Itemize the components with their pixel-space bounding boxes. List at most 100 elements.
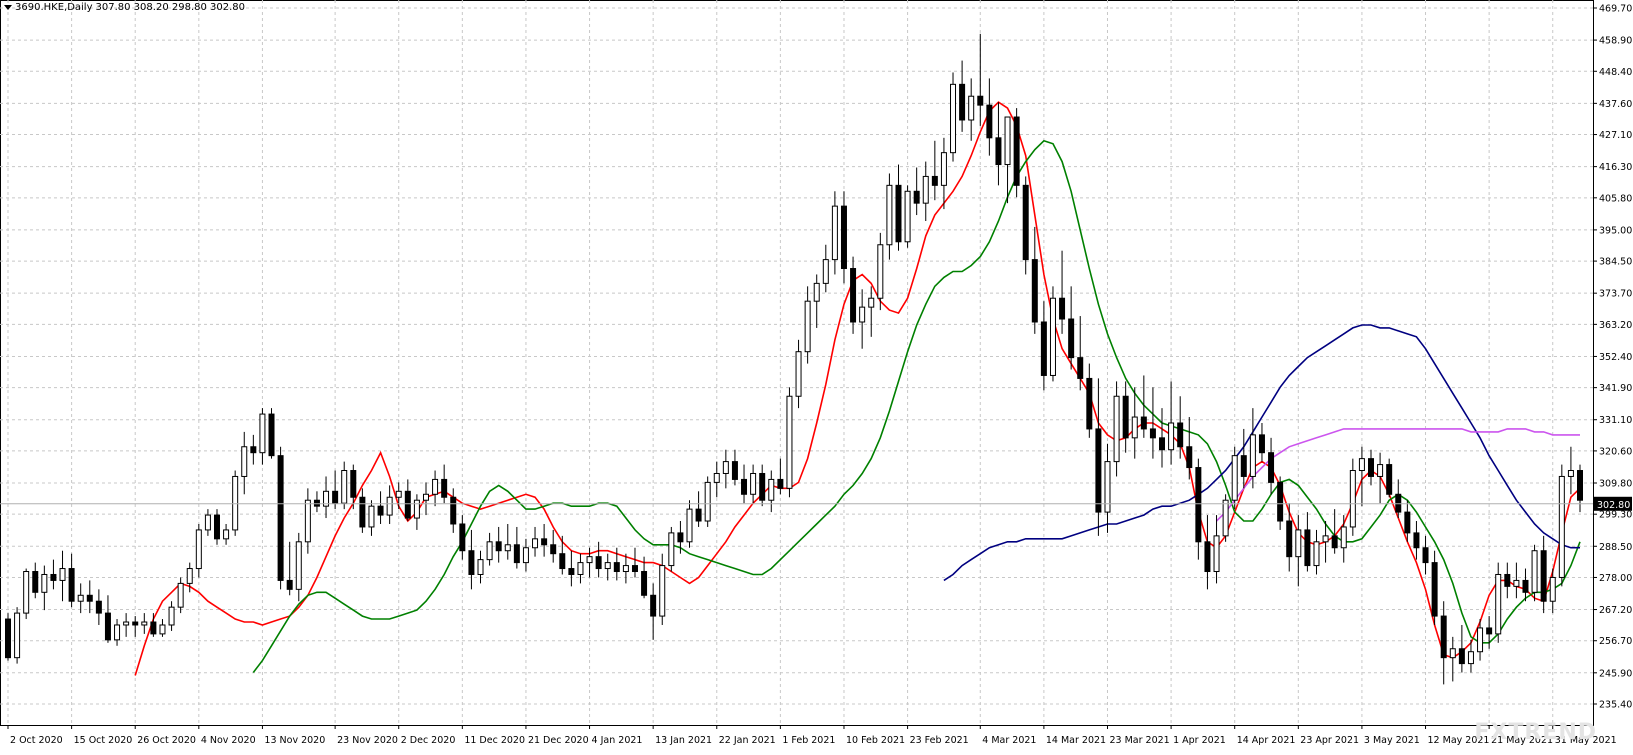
- candle-body: [613, 562, 620, 573]
- candle-body: [168, 606, 175, 626]
- ma-line-0: [134, 101, 1581, 676]
- candle-body: [295, 541, 302, 590]
- candle-body: [895, 184, 902, 243]
- candle-body: [659, 565, 666, 617]
- price-tick-label: 267.20: [1599, 605, 1632, 616]
- candle-body: [1358, 458, 1365, 472]
- time-axis: 2 Oct 2020 15 Oct 2020 26 Oct 2020 4 Nov 20…: [7, 725, 1617, 746]
- price-tick-label: 309.80: [1599, 478, 1632, 489]
- candle-body: [377, 505, 384, 516]
- candle-body: [795, 351, 802, 397]
- candle-body: [922, 175, 929, 204]
- candle-body: [386, 496, 393, 516]
- candle-body: [1404, 511, 1411, 534]
- time-tick-label: 3 May 2021: [1364, 735, 1420, 746]
- candle-body: [1513, 579, 1520, 587]
- candle-body: [768, 478, 775, 501]
- candle-body: [550, 544, 557, 555]
- price-tick-label: 469.70: [1599, 4, 1632, 15]
- candle-body: [59, 568, 66, 581]
- time-tick-label: 2 Oct 2020: [10, 735, 63, 746]
- candle-body: [441, 478, 448, 498]
- candle-body: [950, 83, 957, 154]
- time-tick-label: 4 Nov 2020: [201, 735, 256, 746]
- candle-body: [1349, 470, 1356, 528]
- candle-body: [1022, 184, 1029, 261]
- candle-body: [1377, 464, 1384, 477]
- candle-body: [504, 544, 511, 552]
- candle-body: [286, 579, 293, 590]
- candle-body: [1040, 321, 1047, 376]
- price-tick-label: 352.40: [1599, 352, 1632, 363]
- price-tick-label: 299.30: [1599, 510, 1632, 521]
- time-tick-label: 4 Jan 2021: [592, 735, 643, 746]
- candle-body: [1277, 481, 1284, 522]
- candle-body: [568, 568, 575, 575]
- candle-body: [432, 478, 439, 495]
- candle-body: [350, 470, 357, 498]
- candle-body: [41, 573, 48, 593]
- candle-body: [940, 152, 947, 186]
- dropdown-triangle-icon[interactable]: [4, 5, 12, 10]
- candle-body: [1549, 576, 1556, 602]
- time-tick-label: 23 Feb 2021: [910, 735, 969, 746]
- candle-body: [1240, 455, 1247, 477]
- time-tick-label: 4 Mar 2021: [982, 735, 1036, 746]
- candle-body: [1140, 416, 1147, 430]
- candle-body: [1395, 493, 1402, 513]
- candle-body: [877, 244, 884, 299]
- price-tick-label: 416.30: [1599, 162, 1632, 173]
- candle-body: [822, 259, 829, 284]
- candle-body: [559, 553, 566, 570]
- candle-body: [1386, 464, 1393, 495]
- candle-body: [50, 573, 57, 581]
- candle-body: [177, 582, 184, 608]
- candle-body: [1186, 446, 1193, 469]
- candle-body: [1486, 627, 1493, 635]
- candle-body: [413, 499, 420, 519]
- price-tick-label: 373.70: [1599, 289, 1632, 300]
- candle-body: [459, 523, 466, 552]
- candle-body: [5, 618, 11, 659]
- candle-body: [1149, 428, 1156, 439]
- candle-body: [968, 95, 975, 121]
- candle-body: [277, 455, 284, 581]
- time-tick-label: 1 Feb 2021: [782, 735, 835, 746]
- candle-body: [668, 532, 675, 567]
- candle-body: [1249, 434, 1256, 477]
- candle-body: [368, 505, 375, 528]
- candle-body: [404, 490, 411, 519]
- candle-body: [1168, 422, 1175, 451]
- candle-body: [14, 612, 21, 659]
- price-tick-label: 395.00: [1599, 225, 1632, 236]
- candle-body: [23, 571, 30, 614]
- candle-body: [250, 446, 257, 454]
- current-price-label: 302.80: [1597, 500, 1630, 511]
- candle-body: [1059, 297, 1066, 320]
- price-tick-label: 405.80: [1599, 193, 1632, 204]
- candle-body: [859, 306, 866, 323]
- candle-body: [1577, 470, 1583, 501]
- candle-body: [631, 565, 638, 573]
- candle-body: [995, 137, 1002, 166]
- candle-body: [313, 499, 320, 507]
- candle-body: [1304, 529, 1311, 567]
- candle-body: [1268, 452, 1275, 483]
- candle-body: [1368, 458, 1375, 477]
- candle-body: [1131, 416, 1138, 439]
- time-tick-label: 13 Jan 2021: [655, 735, 712, 746]
- candle-body: [804, 300, 811, 353]
- candle-body: [213, 514, 220, 540]
- candle-body: [704, 481, 711, 522]
- candle-body: [541, 538, 548, 546]
- candle-body: [232, 475, 239, 531]
- candle-body: [522, 547, 529, 564]
- candle-body: [1558, 475, 1565, 578]
- candle-body: [1313, 541, 1320, 567]
- price-tick-label: 245.90: [1599, 668, 1632, 679]
- candle-body: [1159, 437, 1166, 451]
- symbol-label: 3690.HKE,Daily: [15, 2, 93, 13]
- candle-body: [741, 478, 748, 495]
- price-tick-label: 363.20: [1599, 320, 1632, 331]
